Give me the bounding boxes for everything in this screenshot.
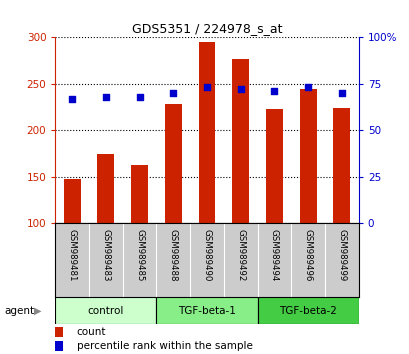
Text: TGF-beta-1: TGF-beta-1	[178, 306, 236, 316]
Point	[338, 90, 344, 96]
Bar	[156, 297, 257, 324]
Text: GSM989488: GSM989488	[169, 229, 178, 281]
Text: ▶: ▶	[34, 306, 41, 316]
Title: GDS5351 / 224978_s_at: GDS5351 / 224978_s_at	[131, 22, 282, 35]
Bar	[265, 109, 282, 223]
Text: control: control	[88, 306, 124, 316]
Text: agent: agent	[4, 306, 34, 316]
Bar	[257, 297, 358, 324]
Bar	[64, 179, 81, 223]
Bar	[55, 341, 63, 351]
Point	[170, 90, 176, 96]
Bar	[97, 154, 114, 223]
Text: percentile rank within the sample: percentile rank within the sample	[76, 341, 252, 351]
Bar	[232, 59, 249, 223]
Point	[102, 94, 109, 99]
Point	[237, 86, 243, 92]
Bar	[333, 108, 349, 223]
Text: GSM989499: GSM989499	[337, 229, 346, 281]
Point	[304, 85, 311, 90]
Point	[69, 96, 75, 101]
Text: GSM989483: GSM989483	[101, 229, 110, 281]
Text: GSM989492: GSM989492	[236, 229, 245, 281]
Point	[270, 88, 277, 94]
Text: GSM989494: GSM989494	[269, 229, 278, 281]
Point	[203, 85, 210, 90]
Text: GSM989481: GSM989481	[67, 229, 76, 281]
Point	[136, 94, 143, 99]
Text: count: count	[76, 327, 106, 337]
Text: GSM989485: GSM989485	[135, 229, 144, 281]
Bar	[198, 42, 215, 223]
Text: GSM989496: GSM989496	[303, 229, 312, 281]
Text: GSM989490: GSM989490	[202, 229, 211, 281]
Bar	[55, 327, 63, 337]
Bar	[164, 104, 181, 223]
Bar	[131, 165, 148, 223]
Bar	[55, 297, 156, 324]
Bar	[299, 89, 316, 223]
Text: TGF-beta-2: TGF-beta-2	[279, 306, 336, 316]
